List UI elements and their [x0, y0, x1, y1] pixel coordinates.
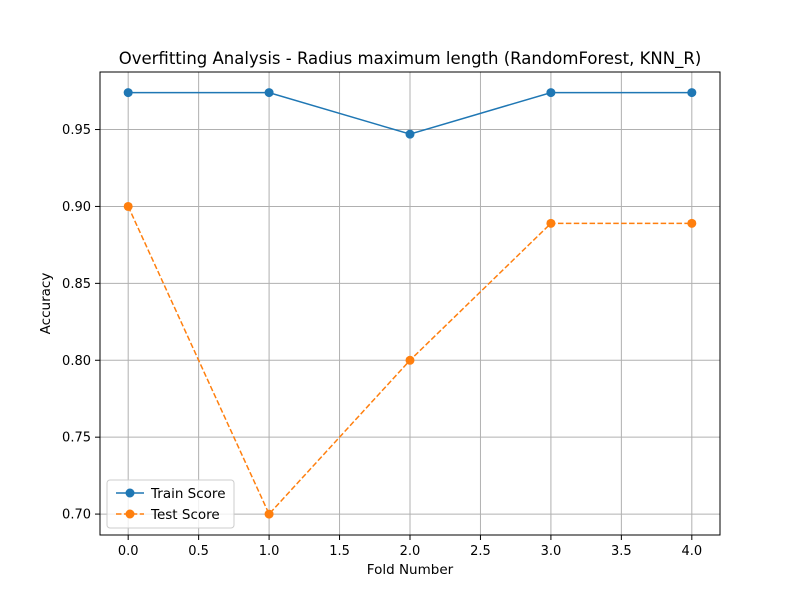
data-point	[405, 129, 415, 139]
legend-marker	[125, 509, 135, 519]
y-tick-label: 0.90	[62, 200, 91, 215]
x-tick-label: 2.5	[470, 544, 491, 559]
legend-label: Train Score	[150, 486, 226, 502]
data-point	[264, 88, 274, 98]
y-tick-label: 0.85	[62, 277, 91, 292]
data-point	[405, 355, 415, 365]
data-point	[264, 509, 274, 519]
data-point	[123, 201, 133, 211]
legend: Train Score Test Score	[106, 479, 235, 529]
data-point	[546, 218, 556, 228]
data-point	[123, 88, 133, 98]
series-0	[123, 88, 697, 139]
y-tick-label: 0.80	[62, 354, 91, 369]
x-axis-label: Fold Number	[367, 562, 454, 578]
x-tick-label: 2.0	[400, 544, 421, 559]
x-tick-label: 1.5	[329, 544, 350, 559]
ticks: 0.0 0.5 1.0 1.5 2.0 2.5 3.0 3.5 4.0 0.70 0.75 0.80 0…	[62, 123, 702, 559]
x-tick-label: 4.0	[681, 544, 702, 559]
y-tick-label: 0.70	[62, 508, 91, 523]
x-tick-label: 3.5	[611, 544, 632, 559]
y-axis-label: Accuracy	[38, 273, 54, 335]
x-tick-label: 0.5	[188, 544, 209, 559]
x-tick-label: 0.0	[118, 544, 139, 559]
chart-title: Overfitting Analysis - Radius maximum le…	[119, 49, 702, 69]
series-1	[123, 201, 697, 519]
y-tick-label: 0.75	[62, 431, 91, 446]
y-tick-label: 0.95	[62, 123, 91, 138]
x-tick-label: 1.0	[259, 544, 280, 559]
data-point	[687, 88, 697, 98]
legend-marker	[125, 488, 135, 498]
data-point	[546, 88, 556, 98]
x-tick-label: 3.0	[541, 544, 562, 559]
grid	[100, 72, 720, 535]
legend-label: Test Score	[150, 507, 220, 523]
series-layer	[123, 88, 697, 519]
data-point	[687, 218, 697, 228]
legend-box	[106, 479, 235, 529]
